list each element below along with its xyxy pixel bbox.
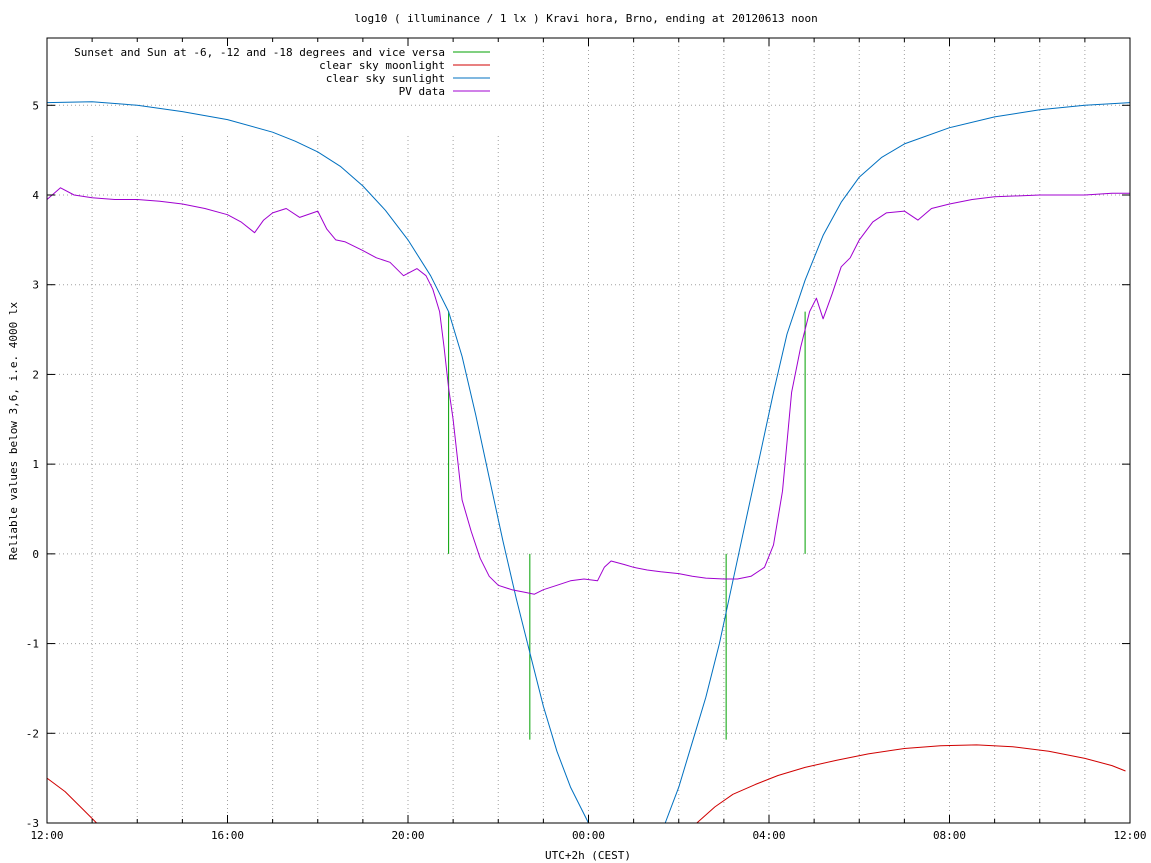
y-tick-label: -3 <box>26 817 39 830</box>
x-tick-label: 08:00 <box>933 829 966 842</box>
y-tick-label: 1 <box>32 458 39 471</box>
x-tick-label: 12:00 <box>1113 829 1146 842</box>
y-tick-label: 0 <box>32 548 39 561</box>
x-tick-label: 16:00 <box>211 829 244 842</box>
clear-sky-moonlight-line <box>696 744 1126 823</box>
x-tick-label: 12:00 <box>30 829 63 842</box>
x-tick-label: 04:00 <box>752 829 785 842</box>
clear-sky-sunlight-line <box>47 101 1130 823</box>
chart-title: log10 ( illuminance / 1 lx ) Kravi hora,… <box>354 12 818 25</box>
x-tick-label: 00:00 <box>572 829 605 842</box>
plot-area <box>47 101 1130 823</box>
y-tick-label: 5 <box>32 99 39 112</box>
axis-ticks: -3 -2 -1 0 1 2 3 4 5 12:00 16:00 20:00 00:00 04:00 08:… <box>26 38 1147 842</box>
legend-label: PV data <box>399 85 445 98</box>
legend-label: Sunset and Sun at -6, -12 and -18 degree… <box>74 46 445 59</box>
y-tick-label: 2 <box>32 368 39 381</box>
y-tick-label: 4 <box>32 189 39 202</box>
clear-sky-moonlight-line <box>47 777 98 823</box>
grid <box>47 38 1130 823</box>
y-axis-label: Reliable values below 3,6, i.e. 4000 lx <box>7 301 20 560</box>
y-tick-label: 3 <box>32 279 39 292</box>
pv-data-line <box>47 187 1130 595</box>
legend-label: clear sky sunlight <box>326 72 445 85</box>
x-axis-label: UTC+2h (CEST) <box>545 849 631 862</box>
x-tick-label: 20:00 <box>391 829 424 842</box>
y-tick-label: -2 <box>26 727 39 740</box>
y-tick-label: -1 <box>26 638 39 651</box>
legend-label: clear sky moonlight <box>319 59 445 72</box>
legend: Sunset and Sun at -6, -12 and -18 degree… <box>74 46 490 98</box>
